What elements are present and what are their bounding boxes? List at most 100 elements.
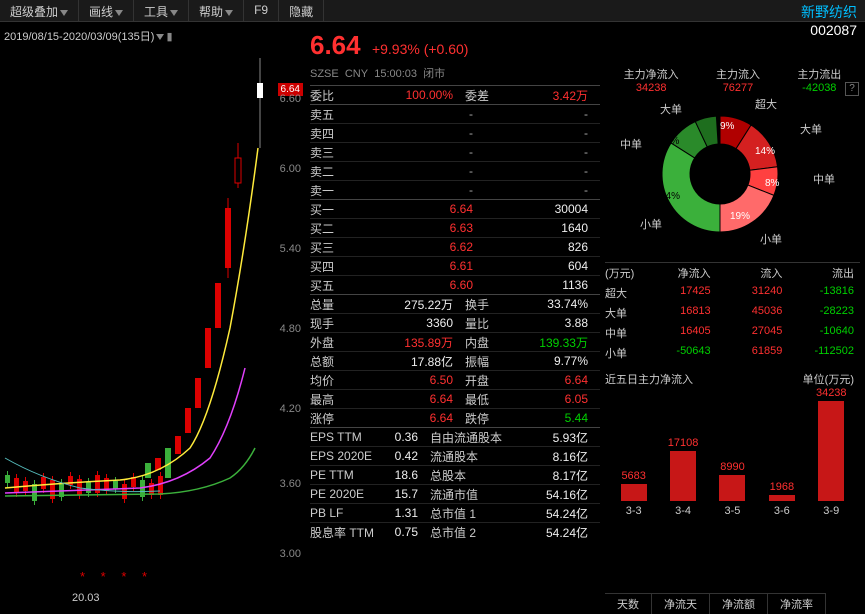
bottom-tab[interactable]: 净流天 [652,593,710,614]
fund-label: EPS 2020E [310,449,380,463]
bar-column[interactable]: 17108 [663,437,703,501]
buy-label: 买二 [310,220,370,237]
bar-title: 近五日主力净流入 [605,374,693,386]
stat-value: 33.74% [505,297,600,311]
fund-value: 0.36 [380,430,430,444]
stat-value: 139.33万 [505,334,600,351]
fund-label: 流通股本 [430,448,510,465]
bar-xlabel: 3-3 [614,505,654,517]
last-price: 6.64 [310,30,361,61]
stat-value: 6.05 [505,392,600,406]
fund-label: 总股本 [430,467,510,484]
stat-label: 跌停 [465,410,505,427]
fund-value: 54.24亿 [510,505,600,522]
yaxis-label: 4.80 [280,323,301,335]
stock-name[interactable]: 新野纺织 [801,2,857,22]
bar-column[interactable]: 5683 [614,470,654,501]
exchange-info: SZSE CNY 15:00:03 闭市 [310,65,600,81]
date-range[interactable]: 2019/08/15-2020/03/09(135日)▮ [4,28,173,44]
flow-hdr-label: 主力净流入 [624,66,679,82]
fund-value: 54.16亿 [510,486,600,503]
bottom-tab[interactable]: 净流额 [710,593,768,614]
bar-xlabel: 3-5 [712,505,752,517]
flow-in: 61859 [717,345,789,361]
weibi-value: 100.00% [370,88,465,102]
sell-qty: - [485,183,600,197]
buy-price: 6.60 [370,278,485,292]
bar-column[interactable]: 1968 [762,481,802,501]
flow-hdr-value: 34238 [624,82,679,94]
fund-label: 总市值 1 [430,505,510,522]
donut-chart[interactable]: 超大大单中单小单小单中单大单9%14%8%19%34%9% [605,96,860,256]
stat-label: 现手 [310,315,370,332]
donut-slice-label: 中单 [813,171,835,187]
bottom-tab[interactable]: 净流率 [768,593,826,614]
fund-label: 流通市值 [430,486,510,503]
toolbar-tools[interactable]: 工具 [134,0,189,21]
bar-unit: 单位(万元) [803,371,854,387]
bar-rect [818,401,844,501]
kline-chart[interactable]: 6.64 6.606.005.404.804.203.603.00 * * * … [0,48,305,608]
kline-svg [0,48,305,608]
weicha-label: 委差 [465,87,505,104]
sell-label: 卖五 [310,106,370,123]
flow-row-label: 超大 [605,285,645,301]
flow-net: 17425 [645,285,717,301]
buy-price: 6.62 [370,240,485,254]
bar-rect [719,475,745,501]
stat-value: 6.64 [370,411,465,425]
fund-value: 15.7 [380,487,430,501]
donut-pct-label: 19% [730,211,750,222]
stat-label: 最低 [465,391,505,408]
flow-col-header: 净流入 [645,265,717,281]
donut-slice-label: 大单 [800,121,822,137]
fund-label: PB LF [310,506,380,520]
stat-value: 275.22万 [370,296,465,313]
bar-xlabel: 3-9 [811,505,851,517]
bar-xlabel: 3-6 [762,505,802,517]
bar-value: 1968 [770,481,794,493]
buy-label: 买一 [310,201,370,218]
buy-label: 买三 [310,239,370,256]
flow-net: 16813 [645,305,717,321]
bar-chart-5day[interactable]: 近五日主力净流入 单位(万元) 5683171088990196834238 3… [605,371,860,501]
bar-column[interactable]: 34238 [811,387,851,501]
buy-label: 买五 [310,277,370,294]
toolbar-drawline[interactable]: 画线 [79,0,134,21]
flow-row-label: 大单 [605,305,645,321]
sell-label: 卖二 [310,163,370,180]
fund-label: 自由流通股本 [430,429,510,446]
stock-header: 新野纺织 002087 [801,2,857,38]
buy-qty: 826 [485,240,600,254]
flow-out: -28223 [788,305,860,321]
bar-value: 5683 [621,470,645,482]
sell-price: - [370,126,485,140]
stat-label: 换手 [465,296,505,313]
stat-value: 6.64 [505,373,600,387]
money-flow-panel: 主力净流入34238主力流入76277主力流出-42038 超大大单中单小单小单… [605,66,860,501]
flow-in: 27045 [717,325,789,341]
fund-label: 股息率 TTM [310,524,380,541]
flow-net: 16405 [645,325,717,341]
toolbar-overlay[interactable]: 超级叠加 [0,0,79,21]
stat-label: 均价 [310,372,370,389]
bottom-tabs: 天数净流天净流额净流率 [605,593,826,614]
buy-qty: 30004 [485,202,600,216]
weibi-label: 委比 [310,87,370,104]
yaxis-label: 5.40 [280,243,301,255]
sell-label: 卖三 [310,144,370,161]
flow-hdr-value: 76277 [716,82,760,94]
sell-price: - [370,164,485,178]
bottom-tab[interactable]: 天数 [605,593,652,614]
sell-price: - [370,107,485,121]
flow-out: -13816 [788,285,860,301]
toolbar-help[interactable]: 帮助 [189,0,244,21]
toolbar-f9[interactable]: F9 [244,0,279,21]
stat-value: 3.88 [505,316,600,330]
flow-row-label: 中单 [605,325,645,341]
flow-in: 45036 [717,305,789,321]
toolbar-hide[interactable]: 隐藏 [279,0,324,21]
buy-label: 买四 [310,258,370,275]
stat-label: 开盘 [465,372,505,389]
bar-column[interactable]: 8990 [712,461,752,501]
